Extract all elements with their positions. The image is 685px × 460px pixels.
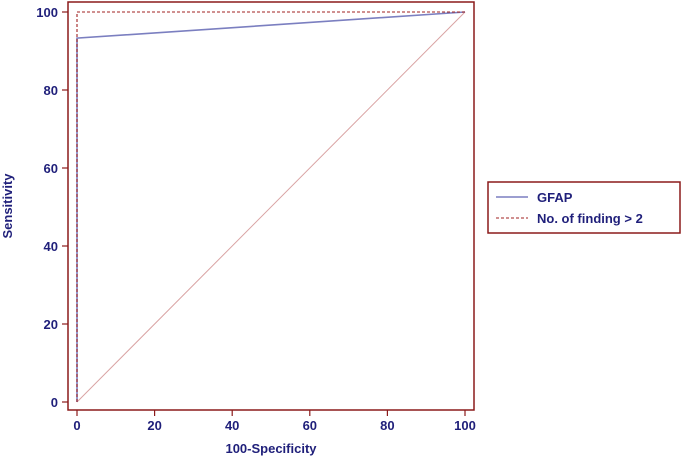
- y-tick-label: 20: [44, 317, 58, 332]
- legend-label-no-of-finding: No. of finding > 2: [537, 211, 643, 226]
- plot-frame: [67, 1, 475, 411]
- x-tick-label: 0: [73, 418, 80, 433]
- series-line-1: [76, 11, 465, 402]
- series-layer: [76, 11, 466, 402]
- x-tick-label: 40: [225, 418, 239, 433]
- y-tick-label: 60: [44, 161, 58, 176]
- x-tick-label: 60: [303, 418, 317, 433]
- x-tick-label: 20: [147, 418, 161, 433]
- x-tick-label: 80: [380, 418, 394, 433]
- y-axis-title: Sensitivity: [0, 173, 15, 239]
- tick-labels: 0 20 40 60 80 100 0 20 40 60 80 100: [36, 5, 476, 433]
- axis-ticks: [62, 11, 466, 416]
- legend-box: [487, 181, 681, 234]
- legend-label-gfap: GFAP: [537, 190, 573, 205]
- y-tick-label: 0: [51, 395, 58, 410]
- y-tick-label: 100: [36, 5, 58, 20]
- reference-diagonal-line: [76, 11, 466, 403]
- x-axis-title: 100-Specificity: [225, 441, 317, 456]
- y-tick-label: 80: [44, 83, 58, 98]
- legend: GFAP No. of finding > 2: [487, 181, 681, 234]
- y-tick-label: 40: [44, 239, 58, 254]
- x-tick-label: 100: [454, 418, 476, 433]
